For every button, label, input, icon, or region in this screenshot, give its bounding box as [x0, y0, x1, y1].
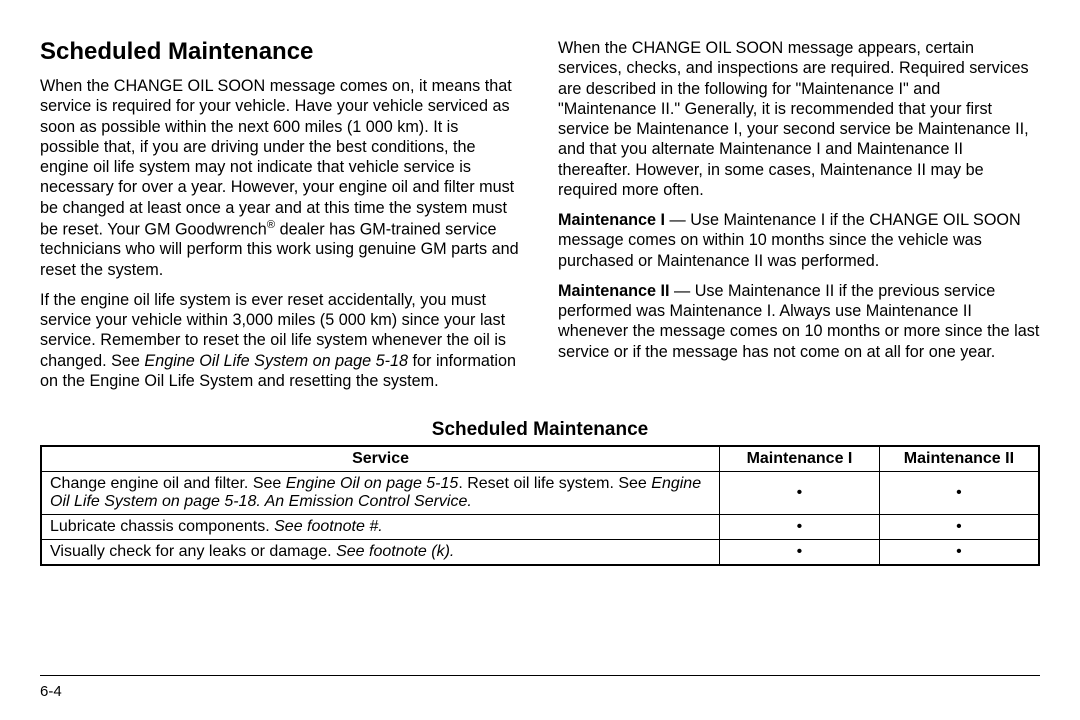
left-p1-text-a: When the CHANGE OIL SOON message comes o…: [40, 77, 514, 238]
service-cell: Visually check for any leaks or damage. …: [41, 540, 720, 566]
table-row: Visually check for any leaks or damage. …: [41, 540, 1039, 566]
maintenance-1-cell: •: [720, 515, 880, 540]
left-column: Scheduled Maintenance When the CHANGE OI…: [40, 38, 522, 401]
footer-rule: [40, 675, 1040, 676]
left-paragraph-2: If the engine oil life system is ever re…: [40, 290, 522, 391]
th-maintenance-2: Maintenance II: [879, 446, 1039, 472]
th-maintenance-1: Maintenance I: [720, 446, 880, 472]
cell-text: . Reset oil life system. See: [458, 475, 651, 492]
maintenance-1-cell: •: [720, 472, 880, 515]
cell-text: Engine Oil on page 5-15: [286, 475, 459, 492]
right-paragraph-2: Maintenance I — Use Maintenance I if the…: [558, 210, 1040, 271]
table-body: Change engine oil and filter. See Engine…: [41, 472, 1039, 566]
right-paragraph-1: When the CHANGE OIL SOON message appears…: [558, 38, 1040, 200]
cell-text: Lubricate chassis components.: [50, 518, 274, 535]
table-header-row: Service Maintenance I Maintenance II: [41, 446, 1039, 472]
cell-text: See footnote #.: [274, 518, 383, 535]
maintenance-2-cell: •: [879, 472, 1039, 515]
right-column: When the CHANGE OIL SOON message appears…: [558, 38, 1040, 401]
table-row: Change engine oil and filter. See Engine…: [41, 472, 1039, 515]
two-column-layout: Scheduled Maintenance When the CHANGE OI…: [40, 38, 1040, 401]
maintenance-1-cell: •: [720, 540, 880, 566]
right-p2-bold: Maintenance I: [558, 211, 665, 229]
registered-symbol: ®: [267, 219, 275, 231]
left-paragraph-1: When the CHANGE OIL SOON message comes o…: [40, 76, 522, 280]
left-p2-italic: Engine Oil Life System on page 5-18: [144, 352, 408, 370]
maintenance-2-cell: •: [879, 540, 1039, 566]
cell-text: See footnote (k).: [336, 543, 454, 560]
service-cell: Lubricate chassis components. See footno…: [41, 515, 720, 540]
table-row: Lubricate chassis components. See footno…: [41, 515, 1039, 540]
service-cell: Change engine oil and filter. See Engine…: [41, 472, 720, 515]
maintenance-table: Service Maintenance I Maintenance II Cha…: [40, 445, 1040, 566]
right-paragraph-3: Maintenance II — Use Maintenance II if t…: [558, 281, 1040, 362]
page-heading: Scheduled Maintenance: [40, 38, 522, 66]
cell-text: Visually check for any leaks or damage.: [50, 543, 336, 560]
maintenance-2-cell: •: [879, 515, 1039, 540]
th-service: Service: [41, 446, 720, 472]
right-p3-bold: Maintenance II: [558, 282, 670, 300]
page-number: 6-4: [40, 683, 62, 700]
cell-text: Change engine oil and filter. See: [50, 475, 286, 492]
table-title: Scheduled Maintenance: [40, 419, 1040, 441]
